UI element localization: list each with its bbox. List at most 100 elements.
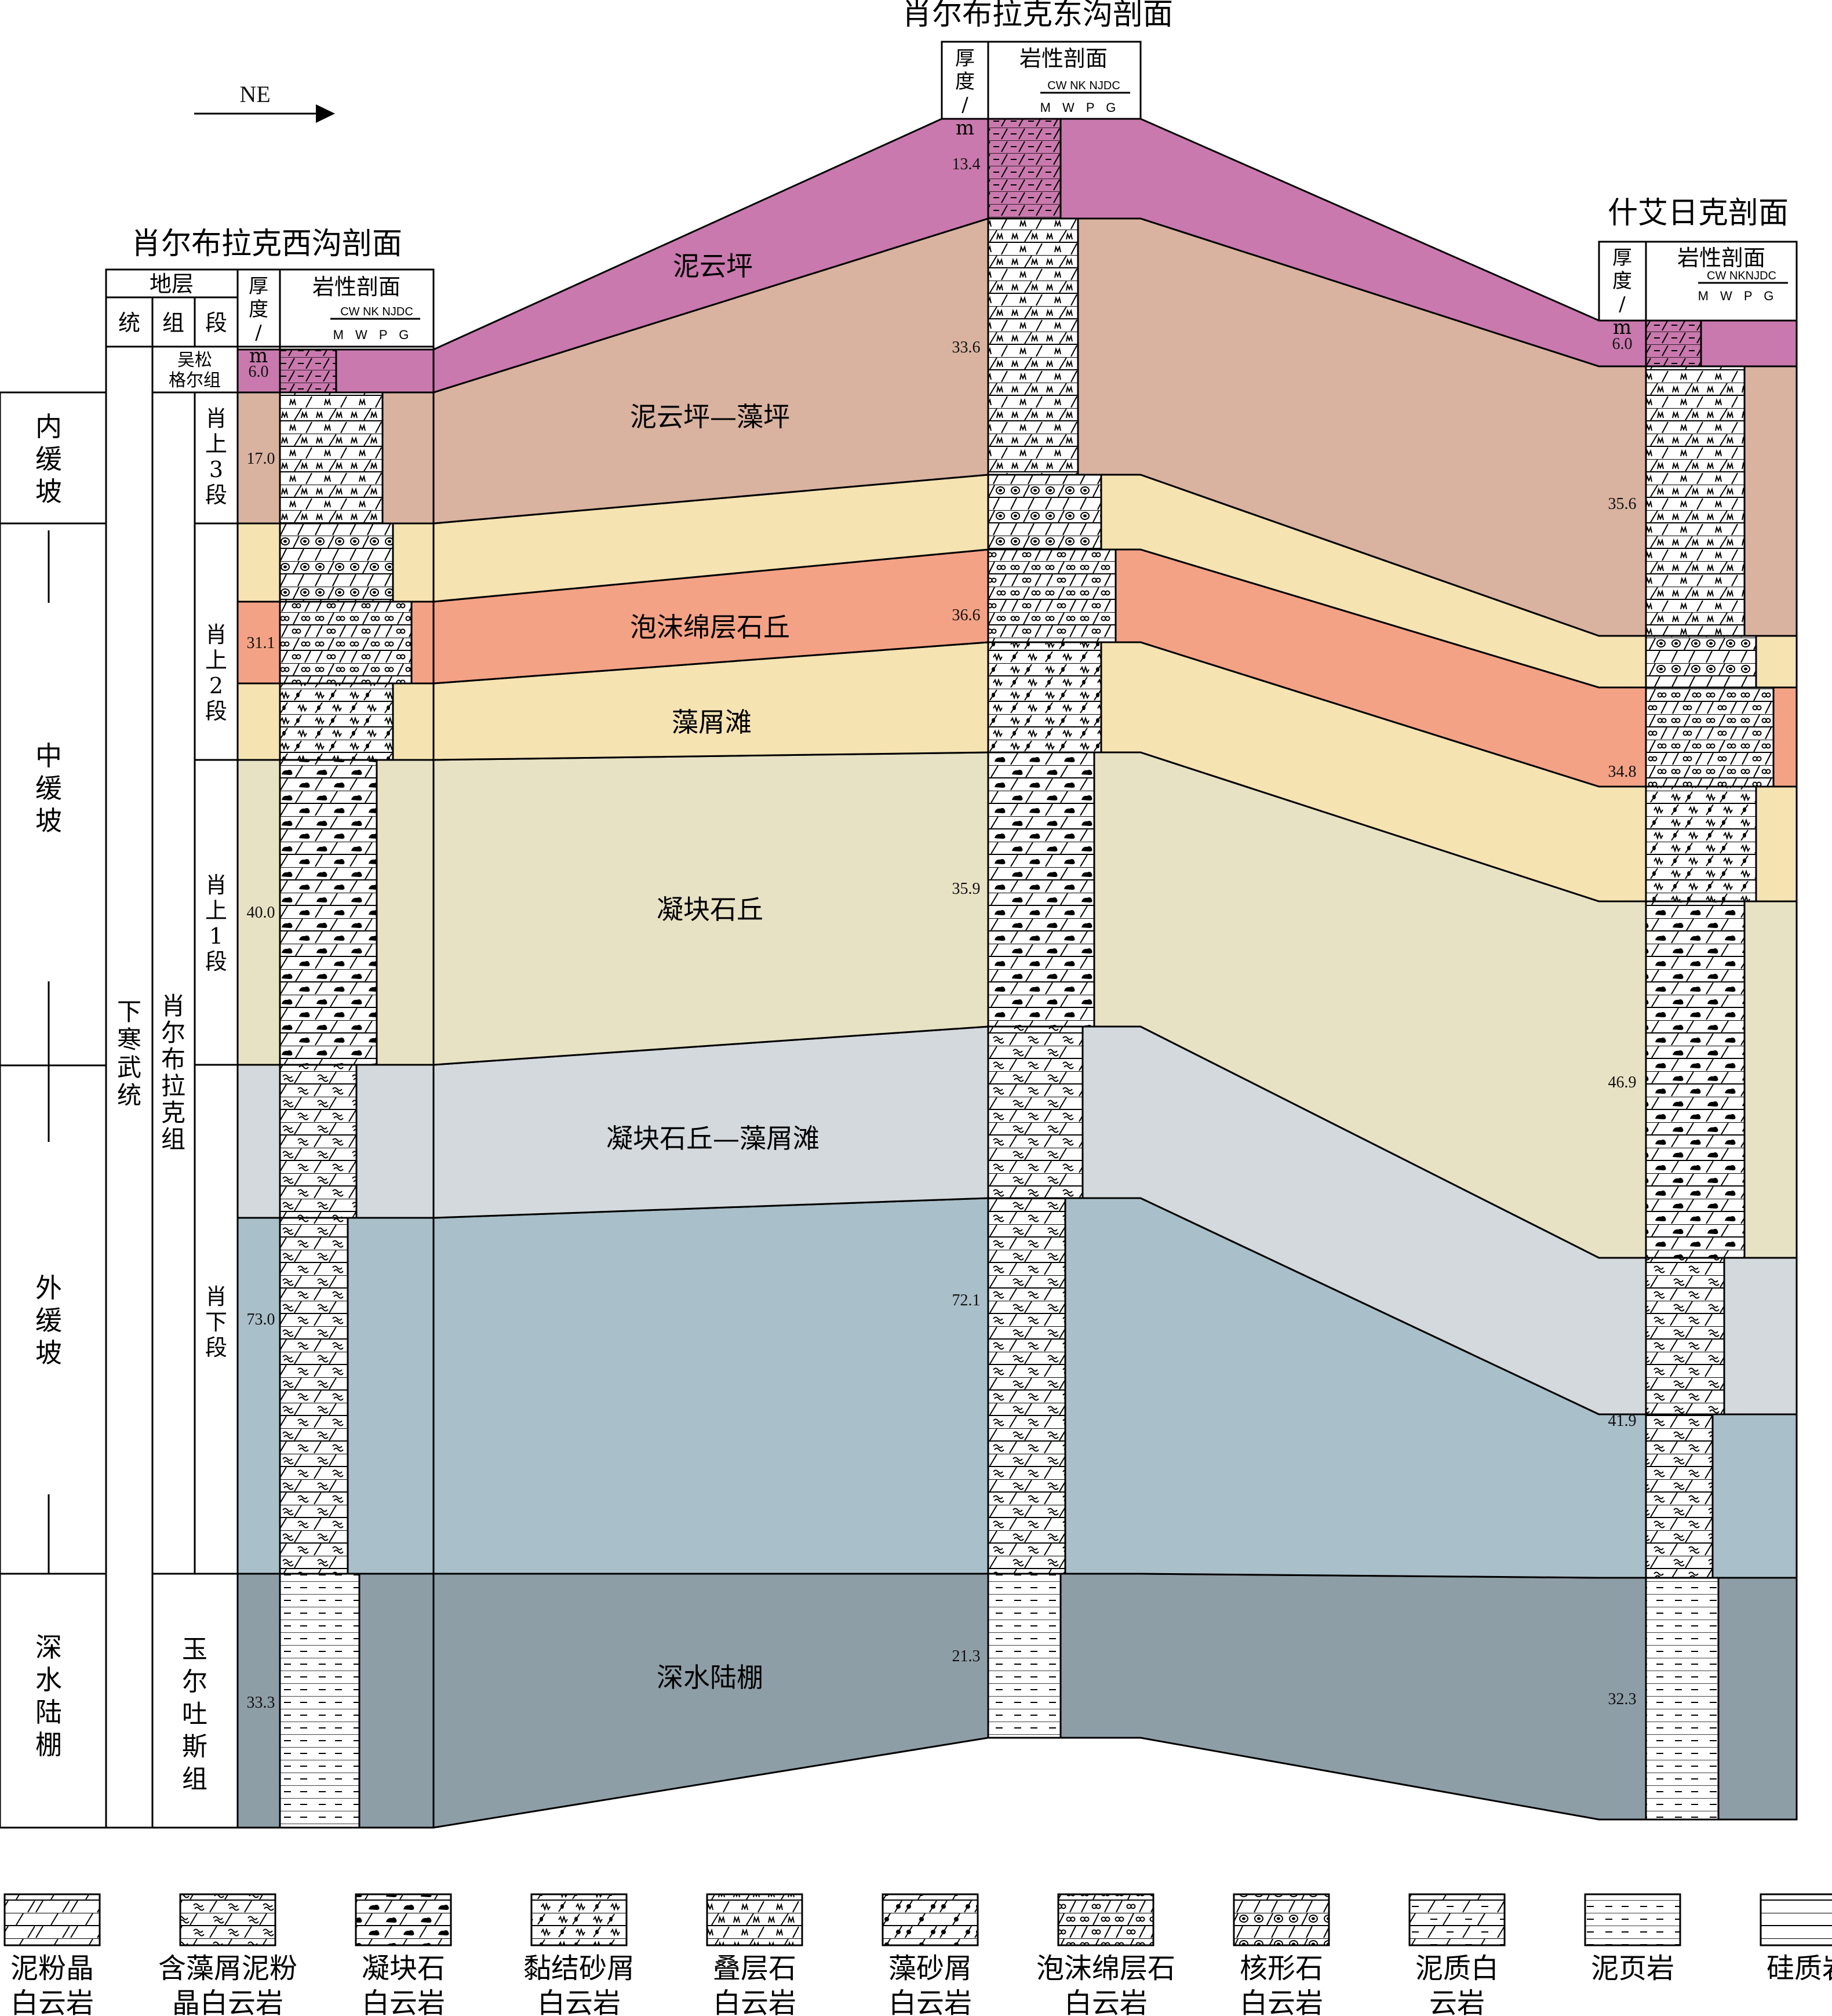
shi-grain-top: CW NKNJDC (1707, 270, 1776, 282)
legend-label: 白云岩 (713, 1987, 796, 2016)
east-lith-layer (987, 474, 1102, 551)
west-thk-1: 6.0 (249, 363, 269, 381)
shi-lith-layer (1645, 1257, 1725, 1415)
legend-label: 黏结砂屑 (523, 1952, 635, 1985)
member-2-label: 肖上 2 段 (205, 622, 227, 724)
east-lith-layer (987, 1197, 1066, 1575)
legend-label: 晶白云岩 (172, 1987, 283, 2016)
west-lith-layer (279, 391, 384, 525)
zone-deep-shelf: 深水陆棚 (35, 1632, 62, 1760)
west-lith-layer (279, 1573, 360, 1829)
chert-icon (1760, 1893, 1832, 1946)
shi-lith-layer (1645, 635, 1757, 689)
zone-inner-ramp: 内缓坡 (35, 411, 62, 507)
legend-label: 泡沫绵层石 (1036, 1952, 1175, 1985)
shi-lith-layer (1645, 365, 1746, 637)
lithology-columns (279, 118, 1775, 1829)
member-lower-cell (194, 1064, 239, 1575)
east-thk-3: 36.6 (952, 606, 981, 624)
arrow-head-icon (316, 104, 335, 123)
legend-label: 含藻屑泥粉 (158, 1952, 297, 1985)
facies-label-shenshui: 深水陆棚 (657, 1662, 763, 1693)
legend-label: 叠层石 (713, 1952, 796, 1985)
member-3-cell (194, 391, 239, 525)
thrombolite-icon (355, 1893, 452, 1946)
legend-label: 泥页岩 (1591, 1952, 1674, 1985)
legend-item: 硅质岩 (1760, 1893, 1832, 1985)
shi-lith-layer (1645, 785, 1757, 903)
shi-lith-layer (1645, 686, 1775, 788)
legend-label: 核形石 (1240, 1952, 1323, 1985)
west-grain-bottom: M W P G (333, 327, 409, 342)
member-1-cell (194, 759, 239, 1066)
facies-label-ningkuai: 凝块石丘 (657, 894, 763, 925)
facies-label-niyunping: 泥云坪 (673, 250, 753, 282)
header-series: 统 (118, 310, 140, 336)
west-header-lith: 岩性剖面 (312, 274, 400, 300)
east-lith-layer (987, 118, 1062, 220)
legend-label: 白云岩 (10, 1987, 94, 2016)
bound-grain-icon (530, 1893, 628, 1946)
zone-box-outer (0, 1064, 107, 1575)
west-lith-layer (279, 759, 378, 1066)
west-lith-layer (279, 1217, 349, 1575)
xiao-group-cell (151, 391, 196, 1575)
shi-lith-layer (1645, 1577, 1720, 1821)
algal-debris-icon (179, 1893, 276, 1946)
argillaceous-icon (1408, 1893, 1506, 1946)
legend: 泥粉晶白云岩含藻屑泥粉晶白云岩凝块石白云岩黏结砂屑白云岩叠层石白云岩藻砂屑白云岩… (3, 1893, 1832, 2016)
yuer-group-label: 玉尔吐斯组 (182, 1635, 207, 1794)
zone-box-deep (0, 1573, 107, 1829)
xiao-group-label: 肖尔布拉克组 (161, 992, 185, 1153)
shi-thk-6: 32.3 (1608, 1690, 1637, 1708)
legend-label: 白云岩 (362, 1987, 445, 2016)
facies-label-zaoxietan: 藻屑滩 (672, 707, 752, 738)
legend-label: 白云岩 (1064, 1987, 1148, 2016)
header-group: 组 (162, 310, 184, 336)
series-column (105, 345, 154, 1829)
west-thk-5: 73.0 (247, 1311, 275, 1329)
legend-label: 白云岩 (1240, 1987, 1323, 2016)
west-thk-2: 17.0 (247, 450, 275, 468)
header-member: 段 (205, 310, 227, 336)
east-header-thickness: 厚度/m (955, 47, 975, 140)
zone-middle-ramp: 中缓坡 (35, 740, 62, 836)
dolomite-icon (3, 1893, 101, 1946)
east-section-title: 肖尔布拉克东沟剖面 (902, 0, 1173, 32)
legend-label: 泥粉晶 (10, 1952, 94, 1985)
east-lith-layer (987, 548, 1117, 643)
member-1-label: 肖上 1 段 (205, 872, 227, 974)
member-lower-label: 肖下段 (205, 1284, 227, 1360)
direction-label: NE (239, 81, 270, 107)
east-lith-layer (987, 1025, 1084, 1199)
east-grain-bottom: M W P G (1040, 100, 1116, 115)
shi-lith-layer (1645, 319, 1702, 367)
oncolite-icon (1233, 1893, 1330, 1946)
east-lith-layer (987, 217, 1079, 476)
facies-label-niyunping-zaoping: 泥云坪—藻坪 (630, 401, 790, 432)
east-lith-layer (987, 641, 1102, 754)
west-thk-3: 31.1 (247, 634, 275, 652)
legend-label: 白云岩 (537, 1987, 621, 2016)
shi-grain-bottom: M W P G (1698, 289, 1774, 303)
east-thk-6: 21.3 (952, 1647, 981, 1665)
west-lith-layer (279, 348, 337, 394)
series-label: 下寒武统 (117, 998, 141, 1109)
stromatolite-icon (706, 1893, 803, 1946)
legend-label: 云岩 (1429, 1987, 1485, 2016)
west-lith-layer (279, 522, 394, 603)
legend-item: 泥页岩 (1584, 1893, 1681, 1985)
west-lith-layer (279, 682, 394, 761)
member-3-label: 肖上 3 段 (205, 406, 227, 508)
east-grain-top: CW NK NJDC (1047, 79, 1120, 92)
